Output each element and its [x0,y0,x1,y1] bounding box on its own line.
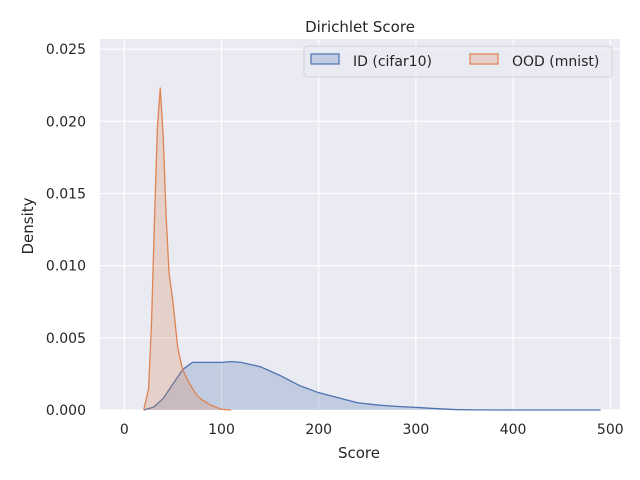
x-tick-label: 500 [597,422,624,438]
y-tick-label: 0.025 [46,42,86,58]
grid [100,39,620,411]
y-tick-labels: 0.000 0.005 0.010 0.015 0.020 0.025 [46,42,86,419]
y-tick-label: 0.005 [46,331,86,347]
x-tick-label: 0 [120,422,129,438]
y-tick-label: 0.020 [46,114,86,130]
legend-label-id: ID (cifar10) [353,54,432,70]
y-tick-label: 0.015 [46,186,86,202]
legend: ID (cifar10) OOD (mnist) [303,45,613,78]
density-line-series-0 [143,360,601,411]
legend-box [303,45,613,78]
x-axis-label: Score [338,444,380,462]
density-line-series-1 [143,87,232,411]
x-tick-label: 100 [208,422,235,438]
legend-label-ood: OOD (mnist) [512,54,599,70]
area-fill-series-0 [143,361,601,410]
chart-title: Dirichlet Score [305,18,415,36]
y-axis-label: Density [19,197,37,254]
legend-swatch-id [310,53,340,65]
x-tick-label: 300 [403,422,430,438]
plot-background [100,39,620,410]
x-tick-label: 200 [305,422,332,438]
legend-swatch-ood [469,53,499,65]
area-fill-series-1 [143,88,232,410]
y-tick-label: 0.010 [46,259,86,275]
y-tick-label: 0.000 [46,403,86,419]
x-tick-labels: 0 100 200 300 400 500 [120,422,624,438]
x-tick-label: 400 [500,422,527,438]
density-areas [143,87,601,411]
